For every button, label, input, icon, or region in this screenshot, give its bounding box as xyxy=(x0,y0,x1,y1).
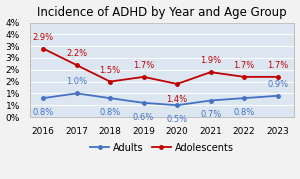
Adults xyxy=(276,95,280,97)
Adolescents xyxy=(242,76,246,78)
Line: Adults: Adults xyxy=(41,92,279,107)
Adolescents xyxy=(108,81,112,83)
Text: 2.9%: 2.9% xyxy=(32,33,54,42)
Line: Adolescents: Adolescents xyxy=(41,47,279,86)
Adolescents xyxy=(142,76,146,78)
Text: 0.5%: 0.5% xyxy=(167,115,188,124)
Text: 0.6%: 0.6% xyxy=(133,113,154,122)
Adults xyxy=(242,97,246,99)
Adults xyxy=(175,104,179,106)
Adults xyxy=(108,97,112,99)
Adults xyxy=(41,97,45,99)
Text: 1.0%: 1.0% xyxy=(66,78,87,86)
Legend: Adults, Adolescents: Adults, Adolescents xyxy=(86,139,238,157)
Adolescents xyxy=(75,64,78,66)
Title: Incidence of ADHD by Year and Age Group: Incidence of ADHD by Year and Age Group xyxy=(37,6,287,19)
Text: 0.8%: 0.8% xyxy=(233,108,255,117)
Adolescents xyxy=(276,76,280,78)
Text: 0.9%: 0.9% xyxy=(267,80,288,89)
Text: 0.8%: 0.8% xyxy=(32,108,54,117)
Text: 1.4%: 1.4% xyxy=(167,95,188,104)
Adolescents xyxy=(209,71,212,73)
Text: 1.7%: 1.7% xyxy=(133,61,154,70)
Adults xyxy=(142,102,146,104)
Text: 1.5%: 1.5% xyxy=(100,66,121,75)
Adolescents xyxy=(41,47,45,50)
Text: 1.7%: 1.7% xyxy=(233,61,255,70)
Text: 1.9%: 1.9% xyxy=(200,56,221,65)
Adults xyxy=(75,92,78,95)
Text: 0.7%: 0.7% xyxy=(200,110,221,119)
Adolescents xyxy=(175,83,179,85)
Text: 1.7%: 1.7% xyxy=(267,61,288,70)
Text: 2.2%: 2.2% xyxy=(66,49,87,58)
Adults xyxy=(209,99,212,101)
Text: 0.8%: 0.8% xyxy=(100,108,121,117)
